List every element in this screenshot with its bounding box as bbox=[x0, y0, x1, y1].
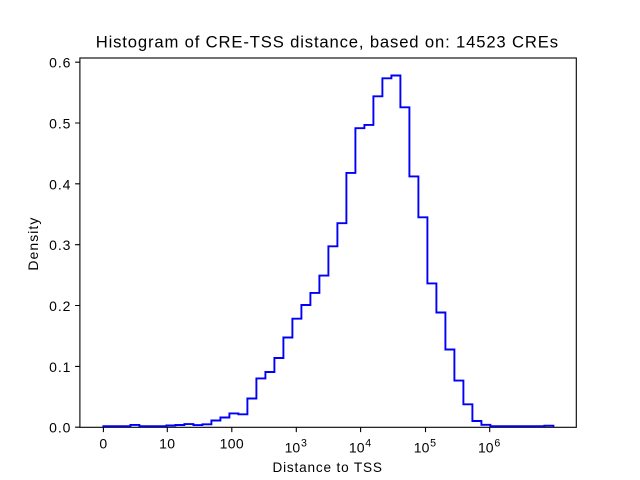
svg-text:0.0: 0.0 bbox=[49, 420, 71, 436]
svg-text:0.3: 0.3 bbox=[49, 237, 71, 253]
svg-text:Histogram of CRE-TSS distance,: Histogram of CRE-TSS distance, based on:… bbox=[96, 32, 559, 51]
svg-text:0.4: 0.4 bbox=[49, 176, 71, 192]
svg-text:10: 10 bbox=[159, 435, 175, 451]
svg-text:6: 6 bbox=[494, 437, 500, 449]
svg-text:0.6: 0.6 bbox=[49, 55, 71, 71]
svg-text:100: 100 bbox=[220, 435, 244, 451]
svg-text:3: 3 bbox=[301, 437, 307, 449]
svg-text:Density: Density bbox=[25, 217, 41, 271]
svg-text:10: 10 bbox=[285, 440, 301, 456]
svg-text:4: 4 bbox=[365, 437, 371, 449]
svg-text:5: 5 bbox=[430, 437, 436, 449]
svg-text:10: 10 bbox=[478, 440, 494, 456]
svg-text:0: 0 bbox=[99, 435, 107, 451]
svg-text:0.2: 0.2 bbox=[49, 298, 71, 314]
svg-text:Distance to TSS: Distance to TSS bbox=[272, 460, 382, 475]
svg-text:0.1: 0.1 bbox=[49, 359, 71, 375]
svg-text:10: 10 bbox=[414, 440, 430, 456]
svg-text:0.5: 0.5 bbox=[49, 116, 71, 132]
svg-text:10: 10 bbox=[349, 440, 365, 456]
